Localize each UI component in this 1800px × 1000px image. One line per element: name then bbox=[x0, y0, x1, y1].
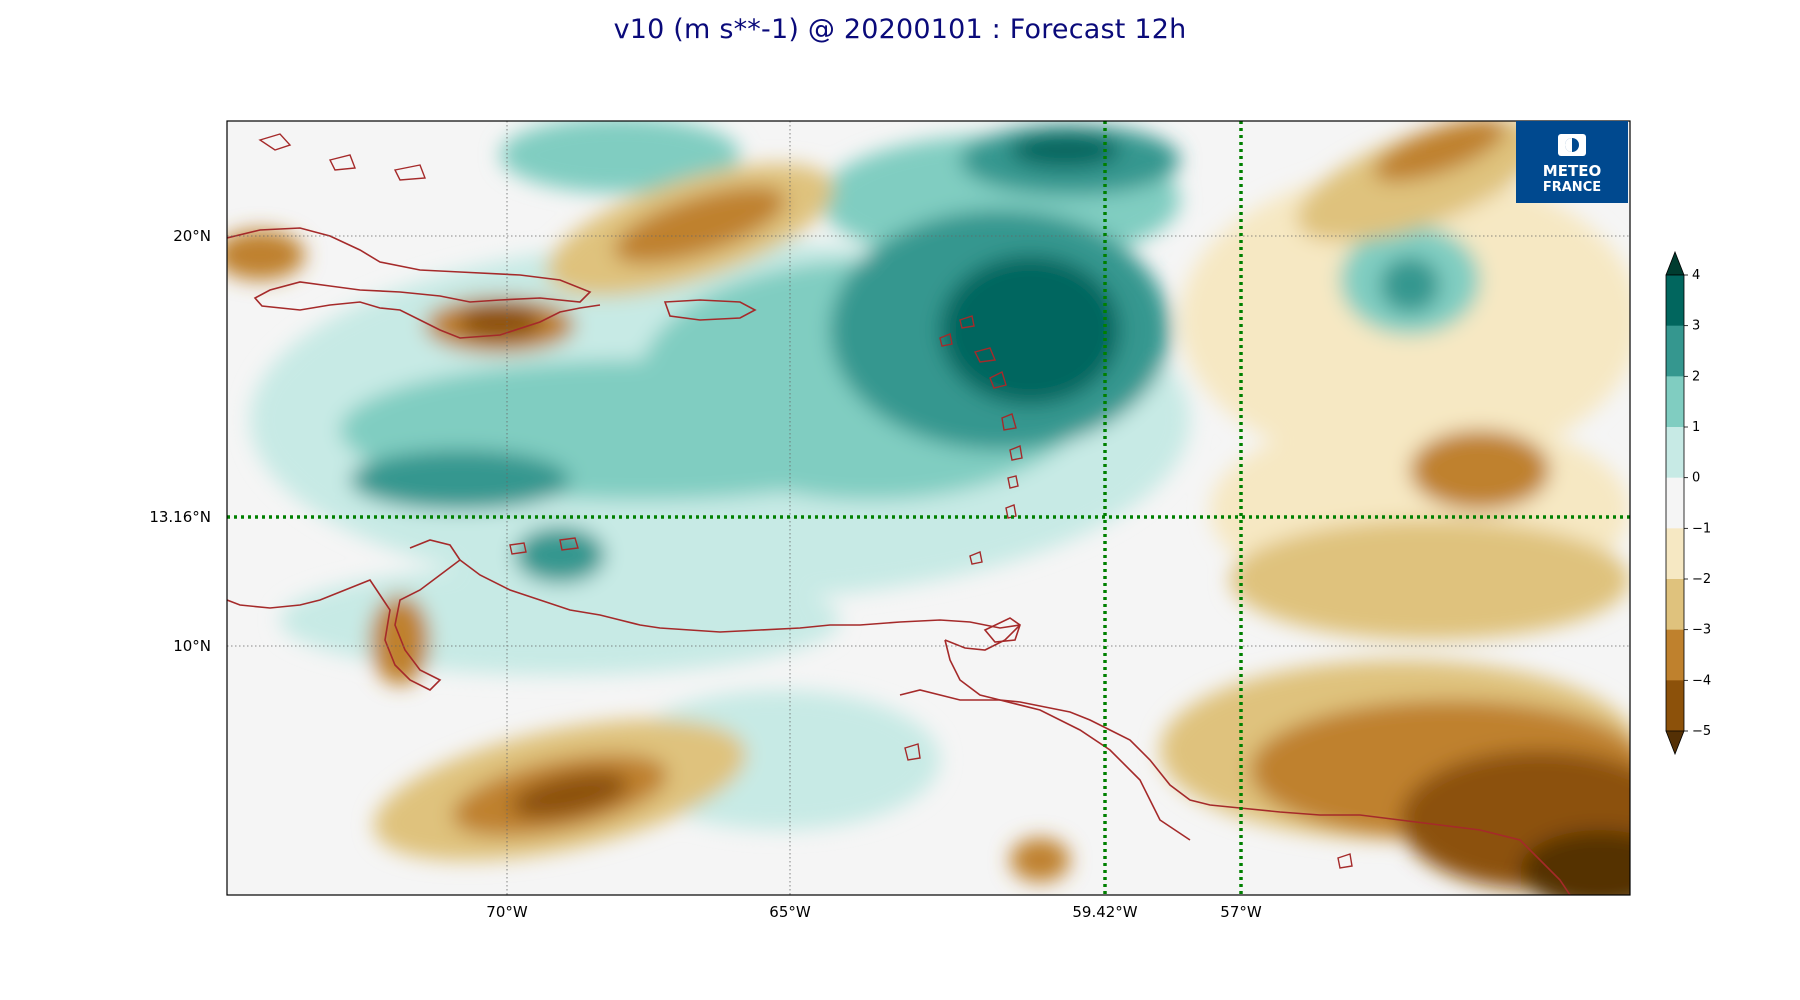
coastline-cuba-hispaniola bbox=[227, 227, 601, 339]
logo-line-2: FRANCE bbox=[1543, 180, 1601, 195]
coastline-puerto-rico bbox=[663, 299, 757, 321]
field-brown-atlantic bbox=[1230, 520, 1630, 640]
colorbar-blocks bbox=[1666, 275, 1684, 732]
field-brown-colombia-core bbox=[511, 771, 629, 819]
x-tick-65w: 65°W bbox=[769, 903, 811, 921]
coastline-venezuela-north bbox=[459, 559, 1021, 633]
y-tick-labels: 20°N 13.16°N 10°N bbox=[149, 227, 211, 655]
field-teal-south-core bbox=[515, 527, 605, 583]
colorbar-labels: 4 3 2 1 0 −1 −2 −3 −4 −5 bbox=[1684, 268, 1711, 739]
field-teal-north-west bbox=[500, 121, 740, 193]
colorbar-label: 1 bbox=[1692, 420, 1700, 435]
wind-field bbox=[227, 121, 1630, 895]
meteo-france-logo-mark: METEO FRANCE bbox=[1543, 134, 1601, 195]
highlight-lines bbox=[227, 121, 1630, 895]
colorbar-over-arrow bbox=[1665, 250, 1685, 276]
coastlines bbox=[227, 227, 1571, 895]
field-brown-guyana bbox=[1010, 838, 1070, 882]
colorbar-block bbox=[1666, 680, 1684, 732]
colorbar-block bbox=[1666, 325, 1684, 377]
meteo-france-logo: METEO FRANCE bbox=[1516, 121, 1628, 203]
x-tick-59-42w: 59.42°W bbox=[1072, 903, 1137, 921]
colorbar-outline bbox=[1665, 274, 1685, 732]
field-teal-west-core bbox=[350, 450, 570, 510]
colorbar-block bbox=[1666, 579, 1684, 631]
field-brown-maracaibo bbox=[370, 595, 430, 685]
field-brown-cuba bbox=[227, 230, 305, 280]
x-tick-57w: 57°W bbox=[1220, 903, 1262, 921]
coastline-trinidad-gulf bbox=[944, 624, 1021, 651]
y-tick-20n: 20°N bbox=[173, 227, 211, 245]
colorbar-label: 4 bbox=[1692, 268, 1700, 283]
colorbar-label: −5 bbox=[1692, 724, 1711, 739]
coastline-colombia-guajira bbox=[227, 539, 462, 691]
colorbar-label: 3 bbox=[1692, 319, 1700, 334]
colorbar-label: −2 bbox=[1692, 572, 1711, 587]
y-tick-10n: 10°N bbox=[173, 637, 211, 655]
logo-line-1: METEO bbox=[1543, 162, 1601, 180]
x-tick-70w: 70°W bbox=[486, 903, 528, 921]
field-teal-darkest-north bbox=[1010, 132, 1120, 168]
colorbar-label: 0 bbox=[1692, 471, 1700, 486]
field-brown-north-east-core bbox=[1373, 121, 1507, 182]
colorbar-block bbox=[1666, 477, 1684, 529]
island-outlines bbox=[258, 133, 1353, 869]
field-brown-south-east-darkest bbox=[1520, 830, 1630, 895]
y-tick-13-16n: 13.16°N bbox=[149, 508, 211, 526]
field-teal-east-core bbox=[1380, 257, 1440, 313]
field-brown-hispaniola-core bbox=[458, 304, 542, 340]
field-teal-darkest bbox=[940, 255, 1120, 405]
colorbar-label: −1 bbox=[1692, 521, 1711, 536]
field-brown-core-north bbox=[613, 186, 787, 264]
colorbar-label: −3 bbox=[1692, 623, 1711, 638]
colorbar-block bbox=[1666, 275, 1684, 327]
colorbar: 4 3 2 1 0 −1 −2 −3 −4 −5 bbox=[1665, 250, 1711, 756]
x-tick-labels: 70°W 65°W 59.42°W 57°W bbox=[486, 903, 1262, 921]
map-title: v10 (m s**-1) @ 20200101 : Forecast 12h bbox=[613, 14, 1187, 45]
map-frame bbox=[226, 120, 1631, 896]
colorbar-block bbox=[1666, 629, 1684, 681]
colorbar-label: −4 bbox=[1692, 673, 1711, 688]
coastline-trinidad bbox=[983, 617, 1021, 643]
grid-lines bbox=[227, 121, 1630, 895]
field-brown-atlantic-core bbox=[1410, 430, 1550, 510]
colorbar-block bbox=[1666, 427, 1684, 479]
colorbar-block bbox=[1666, 376, 1684, 428]
colorbar-label: 2 bbox=[1692, 369, 1700, 384]
colorbar-under-arrow bbox=[1665, 730, 1685, 756]
colorbar-block bbox=[1666, 528, 1684, 580]
coastline-orinoco bbox=[899, 689, 1191, 841]
